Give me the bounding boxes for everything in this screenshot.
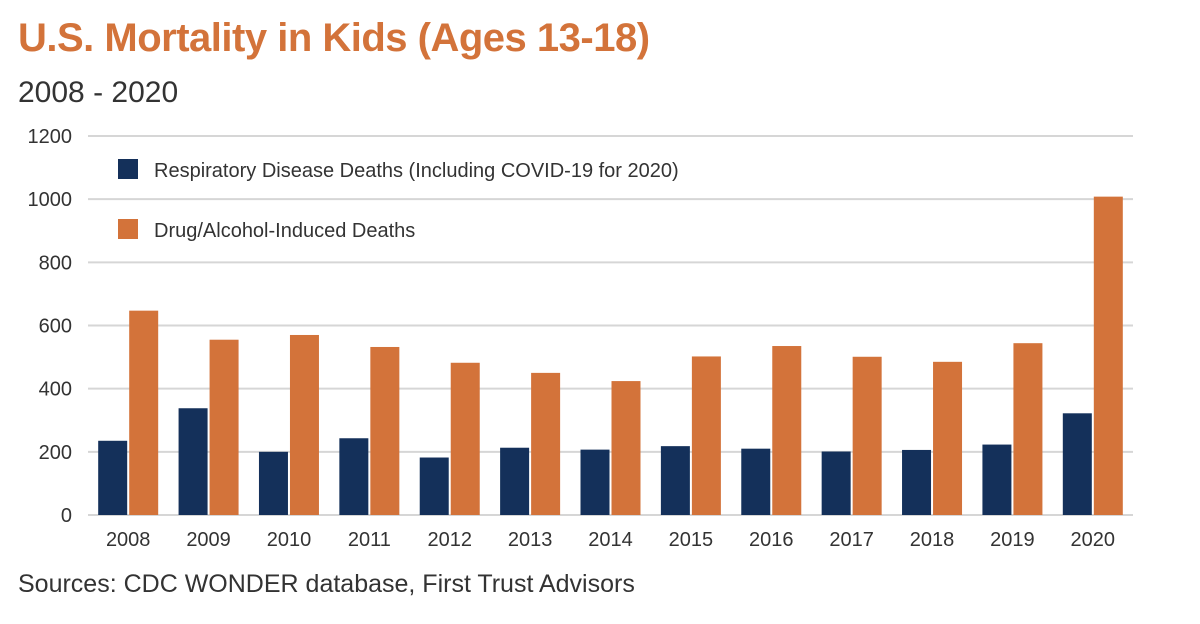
- y-tick-label: 400: [39, 379, 72, 401]
- legend: Respiratory Disease Deaths (Including CO…: [118, 159, 679, 242]
- bar-respiratory-2018: [902, 449, 932, 515]
- bar-drug-2015: [691, 356, 721, 515]
- bar-drug-2017: [852, 356, 882, 515]
- bar-respiratory-2011: [339, 438, 369, 515]
- y-tick-label: 1000: [28, 189, 73, 211]
- bar-respiratory-2016: [741, 448, 771, 515]
- x-tick-label: 2014: [588, 529, 633, 551]
- bar-respiratory-2015: [660, 446, 690, 515]
- bar-drug-2008: [129, 310, 159, 515]
- bar-drug-2010: [289, 334, 319, 515]
- x-axis-ticks: 2008 2009 2010 2011 2012 2013 2014 2015 2016 2017…: [106, 529, 1115, 551]
- legend-swatch-drug: [118, 219, 138, 239]
- x-tick-label: 2015: [669, 529, 714, 551]
- bars: [98, 196, 1123, 515]
- y-tick-label: 0: [61, 505, 72, 527]
- x-tick-label: 2013: [508, 529, 553, 551]
- x-tick-label: 2009: [186, 529, 231, 551]
- bar-respiratory-2019: [982, 444, 1012, 515]
- bar-respiratory-2020: [1062, 413, 1092, 515]
- chart-title: U.S. Mortality in Kids (Ages 13-18): [18, 16, 650, 60]
- x-tick-label: 2011: [348, 529, 391, 551]
- bar-respiratory-2017: [821, 451, 851, 515]
- y-tick-label: 1200: [28, 126, 73, 148]
- y-tick-label: 200: [39, 442, 72, 464]
- source-note: Sources: CDC WONDER database, First Trus…: [18, 570, 635, 598]
- x-tick-label: 2008: [106, 529, 151, 551]
- bar-drug-2009: [209, 339, 239, 515]
- bar-drug-2018: [933, 361, 963, 515]
- bar-respiratory-2008: [98, 440, 128, 515]
- bar-drug-2016: [772, 346, 802, 515]
- bar-respiratory-2014: [580, 449, 610, 515]
- bar-drug-2013: [531, 372, 561, 515]
- y-tick-label: 800: [39, 252, 72, 274]
- bar-drug-2012: [450, 362, 480, 515]
- x-tick-label: 2018: [910, 529, 955, 551]
- gridlines: [88, 135, 1133, 516]
- legend-label-drug: Drug/Alcohol-Induced Deaths: [154, 220, 415, 242]
- chart-subtitle: 2008 - 2020: [18, 76, 179, 109]
- legend-swatch-respiratory: [118, 159, 138, 179]
- bar-drug-2019: [1013, 343, 1043, 515]
- bar-drug-2014: [611, 381, 641, 515]
- bar-drug-2011: [370, 346, 400, 515]
- x-tick-label: 2012: [427, 529, 472, 551]
- bar-respiratory-2009: [178, 408, 208, 515]
- y-axis-ticks: 0 200 400 600 800 1000 1200: [28, 126, 73, 527]
- x-tick-label: 2019: [990, 529, 1035, 551]
- x-tick-label: 2016: [749, 529, 794, 551]
- bar-respiratory-2013: [500, 447, 530, 515]
- bar-drug-2020: [1093, 196, 1123, 515]
- x-tick-label: 2017: [829, 529, 874, 551]
- bar-respiratory-2010: [258, 451, 288, 515]
- x-tick-label: 2010: [267, 529, 312, 551]
- y-tick-label: 600: [39, 316, 72, 338]
- x-tick-label: 2020: [1071, 529, 1116, 551]
- legend-label-respiratory: Respiratory Disease Deaths (Including CO…: [154, 160, 679, 182]
- bar-respiratory-2012: [419, 457, 449, 515]
